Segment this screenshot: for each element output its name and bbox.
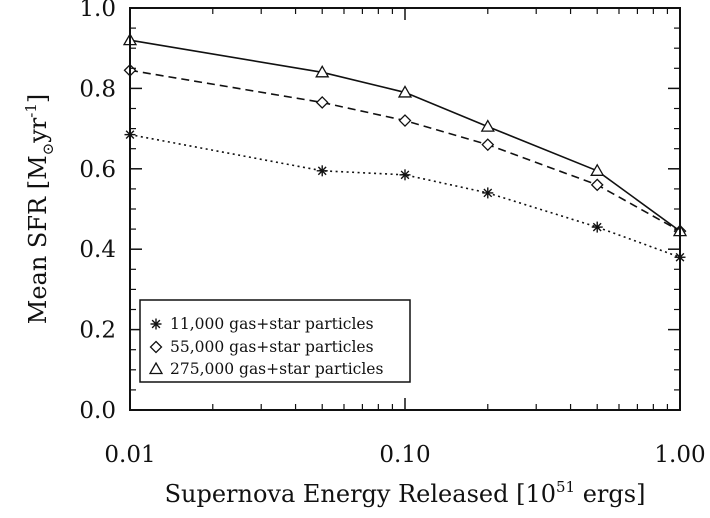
legend-box [139, 299, 411, 383]
series-1-point [591, 221, 603, 233]
legend-label-1: 11,000 gas+star particles [170, 315, 374, 333]
legend: 11,000 gas+star particles 55,000 gas+sta… [139, 299, 411, 383]
series-2-point [315, 96, 329, 109]
series-1-point [399, 169, 411, 181]
legend-entry-1: 11,000 gas+star particles [150, 315, 374, 333]
y-tick-label: 0.4 [79, 237, 116, 263]
series-line-1 [129, 133, 681, 258]
legend-asterisk-glyph [150, 318, 162, 330]
x-tick-label: 0.10 [379, 442, 430, 468]
series-3-point [480, 119, 495, 132]
series-1-point [316, 165, 328, 177]
legend-entry-2: 55,000 gas+star particles [149, 338, 374, 356]
legend-asterisk-marker [150, 318, 162, 330]
y-tick-label: 0.6 [79, 157, 116, 183]
y-tick-label: 1.0 [79, 0, 116, 22]
legend-label-2: 55,000 gas+star particles [170, 338, 374, 356]
series-3-point [397, 85, 413, 98]
series-2-point [590, 178, 604, 192]
series-line-2 [129, 69, 681, 232]
legend-entry-3: 275,000 gas+star particles [148, 360, 383, 378]
x-axis-title: Supernova Energy Released [1051 ergs] [165, 478, 646, 508]
series-3-point [590, 163, 605, 176]
legend-label-3: 275,000 gas+star particles [170, 360, 383, 378]
plot-layer [122, 32, 688, 263]
x-ticks: 0.01 0.10 1.00 [104, 8, 706, 468]
legend-diamond-glyph [149, 340, 163, 354]
series-line-3 [129, 39, 681, 232]
series-1-point [482, 187, 494, 199]
x-tick-label: 1.00 [654, 442, 705, 468]
legend-diamond-marker [149, 340, 163, 354]
y-ticks: 0.0 0.2 0.4 0.6 0.8 1.0 [79, 0, 680, 424]
x-tick-label: 0.01 [104, 442, 155, 468]
y-tick-label: 0.8 [79, 76, 116, 102]
series-2-point [398, 114, 412, 127]
legend-triangle-marker [148, 361, 164, 375]
series-3-point [315, 65, 330, 78]
y-axis-title: Mean SFR [M⊙yr-1] [22, 94, 57, 325]
legend-triangle-glyph [148, 361, 164, 375]
series-2-point [481, 138, 495, 152]
y-tick-label: 0.0 [79, 398, 116, 424]
y-tick-label: 0.2 [79, 318, 116, 344]
